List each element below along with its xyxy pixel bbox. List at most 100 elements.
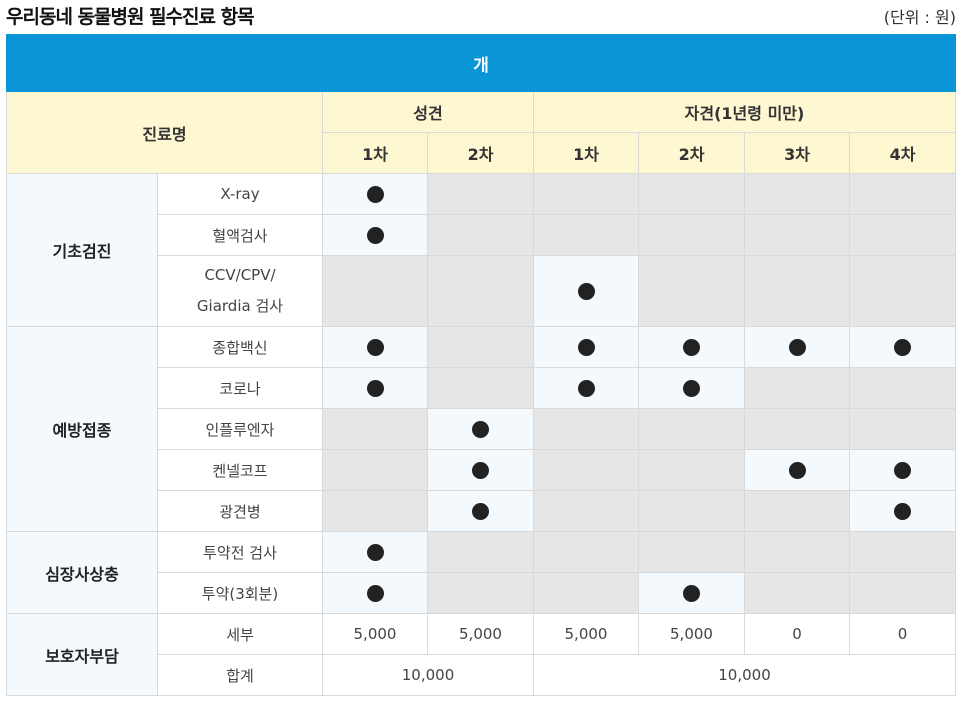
mark-cell <box>744 255 850 327</box>
mark-cell <box>427 531 534 573</box>
bullet-mark <box>894 503 911 520</box>
mark-cell <box>533 255 639 327</box>
round-header: 4차 <box>848 132 957 174</box>
mark-cell <box>638 449 745 491</box>
cost-cell: 5,000 <box>427 613 534 655</box>
group-label: 보호자부담 <box>6 613 158 696</box>
mark-cell <box>848 326 957 368</box>
round-header: 2차 <box>427 132 534 174</box>
bullet-mark <box>366 227 384 244</box>
mark-cell <box>848 449 957 491</box>
mark-cell <box>744 531 850 573</box>
mark-cell <box>848 572 957 614</box>
cost-cell: 0 <box>744 613 850 655</box>
mark-cell <box>848 367 957 409</box>
item-label-line: Giardia 검사 <box>196 297 284 315</box>
mark-cell <box>322 408 428 450</box>
mark-cell <box>427 408 534 450</box>
mark-cell <box>638 173 745 215</box>
mark-cell <box>638 255 745 327</box>
bullet-mark <box>366 186 384 203</box>
mark-cell <box>638 490 745 532</box>
item-label: 인플루엔자 <box>157 408 323 450</box>
cost-cell: 0 <box>848 613 957 655</box>
mark-cell <box>533 326 639 368</box>
table-row: 기초검진 X-ray <box>6 173 957 327</box>
mark-cell <box>638 408 745 450</box>
mark-cell <box>427 449 534 491</box>
table-row: 투약(3회분) <box>7 572 957 614</box>
puppy-header: 자견(1년령 미만) <box>532 91 957 133</box>
mark-cell <box>638 531 745 573</box>
table-row: 광견병 <box>7 490 957 532</box>
mark-cell <box>427 572 534 614</box>
item-label: 합계 <box>157 654 323 696</box>
bullet-mark <box>472 462 489 479</box>
mark-cell <box>322 531 428 573</box>
table-row: 켄넬코프 <box>7 449 957 491</box>
mark-cell <box>322 255 428 327</box>
bullet-mark <box>788 462 806 479</box>
mark-cell <box>427 214 534 256</box>
mark-cell <box>322 367 428 409</box>
round-header: 3차 <box>744 132 850 174</box>
mark-cell <box>638 214 745 256</box>
mark-cell <box>848 173 957 215</box>
bullet-mark <box>894 339 911 356</box>
item-label: X-ray <box>157 173 323 215</box>
bullet-mark <box>894 462 911 479</box>
mark-cell <box>322 490 428 532</box>
total-cost-puppy: 10,000 <box>532 654 957 696</box>
item-label: 광견병 <box>157 490 323 532</box>
group-label: 기초검진 <box>6 173 158 327</box>
item-label: 세부 <box>157 613 323 655</box>
bullet-mark <box>366 339 384 356</box>
mark-cell <box>533 173 639 215</box>
round-header: 1차 <box>533 132 639 174</box>
mark-cell <box>744 326 850 368</box>
mark-cell <box>533 367 639 409</box>
mark-cell <box>533 214 639 256</box>
bullet-mark <box>472 503 489 520</box>
bullet-mark <box>577 339 595 356</box>
item-label: 혈액검사 <box>157 214 323 256</box>
mark-cell <box>848 255 957 327</box>
mark-cell <box>322 572 428 614</box>
mark-cell <box>533 449 639 491</box>
mark-cell <box>744 572 850 614</box>
mark-cell <box>744 408 850 450</box>
table-row: 합계 10,000 10,000 <box>7 654 957 696</box>
treatment-table: 개 진료명 성견 자견(1년령 미만) 1차 2차 1차 2차 3차 4차 기초… <box>5 34 957 696</box>
mark-cell <box>638 572 745 614</box>
table-row: CCV/CPV/ Giardia 검사 <box>7 255 957 327</box>
item-label: CCV/CPV/ Giardia 검사 <box>157 255 323 327</box>
mark-cell <box>533 572 639 614</box>
bullet-mark <box>683 339 700 356</box>
mark-cell <box>322 173 428 215</box>
mark-cell <box>427 326 534 368</box>
round-header: 2차 <box>638 132 745 174</box>
mark-cell <box>638 326 745 368</box>
mark-cell <box>533 531 639 573</box>
bullet-mark <box>683 585 700 602</box>
cost-cell: 5,000 <box>533 613 639 655</box>
total-cost-adult: 10,000 <box>322 654 534 696</box>
group-label: 심장사상충 <box>6 531 158 614</box>
mark-cell <box>744 367 850 409</box>
table-row: 코로나 <box>7 367 957 409</box>
mark-cell <box>848 214 957 256</box>
mark-cell <box>744 490 850 532</box>
mark-cell <box>427 490 534 532</box>
mark-cell <box>322 449 428 491</box>
mark-cell <box>322 214 428 256</box>
item-label: 투약(3회분) <box>157 572 323 614</box>
unit-note: (단위 : 원) <box>883 8 956 27</box>
item-label: 켄넬코프 <box>157 449 323 491</box>
item-label: 종합백신 <box>157 326 323 368</box>
bullet-mark <box>577 380 595 397</box>
bullet-mark <box>577 283 595 300</box>
bullet-mark <box>683 380 700 397</box>
table-row: 예방접종 종합백신 <box>6 326 957 532</box>
mark-cell <box>744 173 850 215</box>
mark-cell <box>848 490 957 532</box>
